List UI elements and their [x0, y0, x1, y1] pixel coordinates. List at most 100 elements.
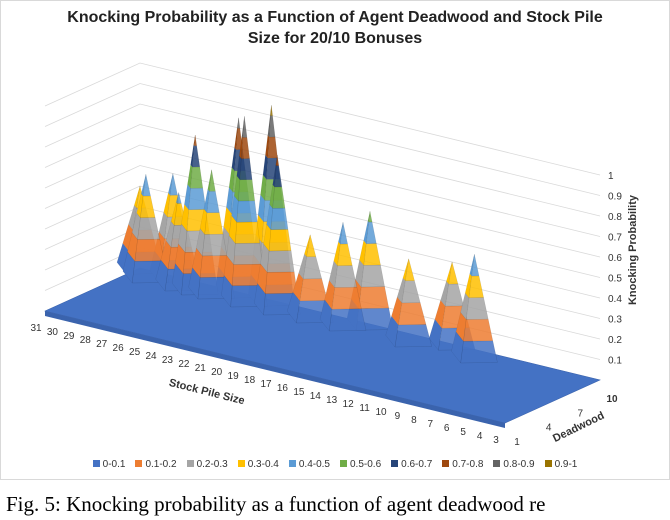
legend-swatch	[340, 460, 347, 467]
z-tick-label: 0.9	[608, 192, 622, 203]
legend-label: 0.6-0.7	[401, 459, 433, 470]
peak-band-right	[358, 286, 390, 309]
x-tick-label: 26	[113, 343, 125, 354]
legend-item: 0.8-0.9	[493, 459, 535, 470]
peak-band-left	[269, 105, 272, 117]
peak-band-right	[361, 264, 385, 288]
legend-label: 0.2-0.3	[196, 459, 228, 470]
gridline	[44, 124, 601, 237]
surface-peak	[451, 254, 498, 364]
x-tick-label: 22	[178, 359, 190, 370]
x-tick-label: 23	[162, 355, 174, 366]
z-tick-label: 1	[608, 171, 614, 182]
z-tick-label: 0.1	[608, 356, 622, 367]
z-tick-label: 0.6	[608, 253, 622, 264]
x-tick-label: 13	[326, 395, 338, 406]
x-tick-label: 31	[30, 323, 42, 334]
surface-base	[44, 267, 601, 424]
gridline	[44, 165, 601, 278]
gridline	[44, 62, 601, 176]
x-tick-label: 12	[343, 399, 355, 410]
x-tick-label: 7	[428, 419, 434, 430]
z-axis-ticks: 0.1 0.2 0.3 0.4 0.5 0.6 0.7 0.8 0.9 1	[608, 171, 622, 367]
peak-band-right	[134, 238, 165, 262]
peak-band-right	[270, 207, 289, 230]
side-wall	[45, 52, 140, 312]
peak-band-right	[394, 324, 432, 348]
legend-swatch	[135, 460, 143, 467]
x-tick-label: 16	[277, 383, 289, 394]
legend-item: 0.3-0.4	[237, 459, 279, 470]
surface-peak	[254, 154, 301, 316]
surface-peak	[286, 234, 334, 324]
peak-band-right	[331, 286, 362, 310]
legend-swatch	[186, 460, 194, 467]
y-tick-label: 7	[578, 408, 584, 419]
peak-band-right	[236, 200, 258, 223]
legend-swatch	[391, 460, 399, 467]
peak-band-right	[235, 221, 261, 244]
x-tick-label: 3	[493, 435, 499, 446]
peak-band-right	[270, 105, 273, 117]
chart-floor	[44, 267, 601, 428]
peak-band-right	[448, 261, 459, 285]
peak-band-right	[368, 211, 373, 223]
x-tick-label: 4	[477, 431, 483, 442]
peak-band-left	[275, 154, 278, 167]
legend-swatch	[544, 460, 552, 467]
legend-label: 0.1-0.2	[145, 459, 177, 470]
peak-band-right	[202, 233, 228, 257]
peak-band-right	[460, 340, 498, 364]
legend-item: 0.7-0.8	[442, 459, 483, 470]
legend-label: 0.9-1	[554, 459, 578, 470]
x-tick-label: 25	[129, 347, 141, 358]
x-tick-label: 9	[395, 411, 401, 422]
z-tick-label: 0.5	[608, 274, 622, 285]
peak-band-right	[268, 229, 292, 252]
peak-band-right	[266, 250, 295, 273]
peak-band-right	[169, 173, 178, 196]
z-tick-label: 0.7	[608, 233, 622, 244]
x-tick-label: 5	[460, 427, 466, 438]
gridline	[44, 144, 601, 258]
legend-item: 0.6-0.7	[391, 459, 432, 470]
surface-peak	[188, 169, 235, 300]
x-tick-label: 14	[310, 391, 322, 402]
x-tick-label: 19	[228, 371, 240, 382]
legend-swatch	[442, 460, 450, 467]
peak-band-right	[209, 169, 216, 192]
y-tick-label: 1	[514, 437, 520, 448]
x-tick-label: 10	[375, 407, 387, 418]
legend-swatch	[288, 460, 296, 467]
legend-swatch	[237, 460, 245, 467]
peak-band-left	[469, 254, 475, 277]
peak-band-right	[237, 117, 241, 129]
x-tick-label: 24	[145, 351, 157, 362]
surface-chart: 31 30 29 28 27 26 25 24 23 22 21 20 19 18 17 16 15 14 13 12…	[30, 52, 639, 448]
x-tick-label: 17	[260, 379, 272, 390]
legend-item: 0-0.1	[92, 459, 126, 470]
peak-band-right	[188, 187, 207, 210]
x-tick-label: 11	[359, 403, 370, 414]
legend-item: 0.4-0.5	[288, 459, 330, 470]
peak-band-right	[265, 271, 298, 294]
chart-title-line-2: Size for 20/10 Bonuses	[247, 30, 423, 47]
peak-band-left	[304, 234, 311, 258]
peak-band-right	[242, 116, 248, 138]
z-axis-title: Knocking Probability	[627, 194, 639, 305]
legend-label: 0-0.1	[102, 459, 126, 470]
legend-label: 0.7-0.8	[452, 459, 484, 470]
x-tick-label: 30	[47, 327, 59, 338]
z-tick-label: 0.8	[608, 212, 622, 223]
surface-front-edge	[45, 311, 505, 428]
legend-item: 0.9-1	[544, 459, 578, 470]
peak-band-left	[141, 174, 147, 197]
z-tick-label: 0.3	[608, 315, 622, 326]
surface-peak	[385, 258, 432, 348]
surface-peak	[319, 222, 367, 332]
x-tick-label: 6	[444, 423, 450, 434]
y-axis-ticks: 1 4 7 10	[514, 394, 618, 448]
legend-item: 0.1-0.2	[135, 459, 177, 470]
x-tick-label: 8	[411, 415, 417, 426]
legend-item: 0.5-0.6	[340, 459, 381, 470]
